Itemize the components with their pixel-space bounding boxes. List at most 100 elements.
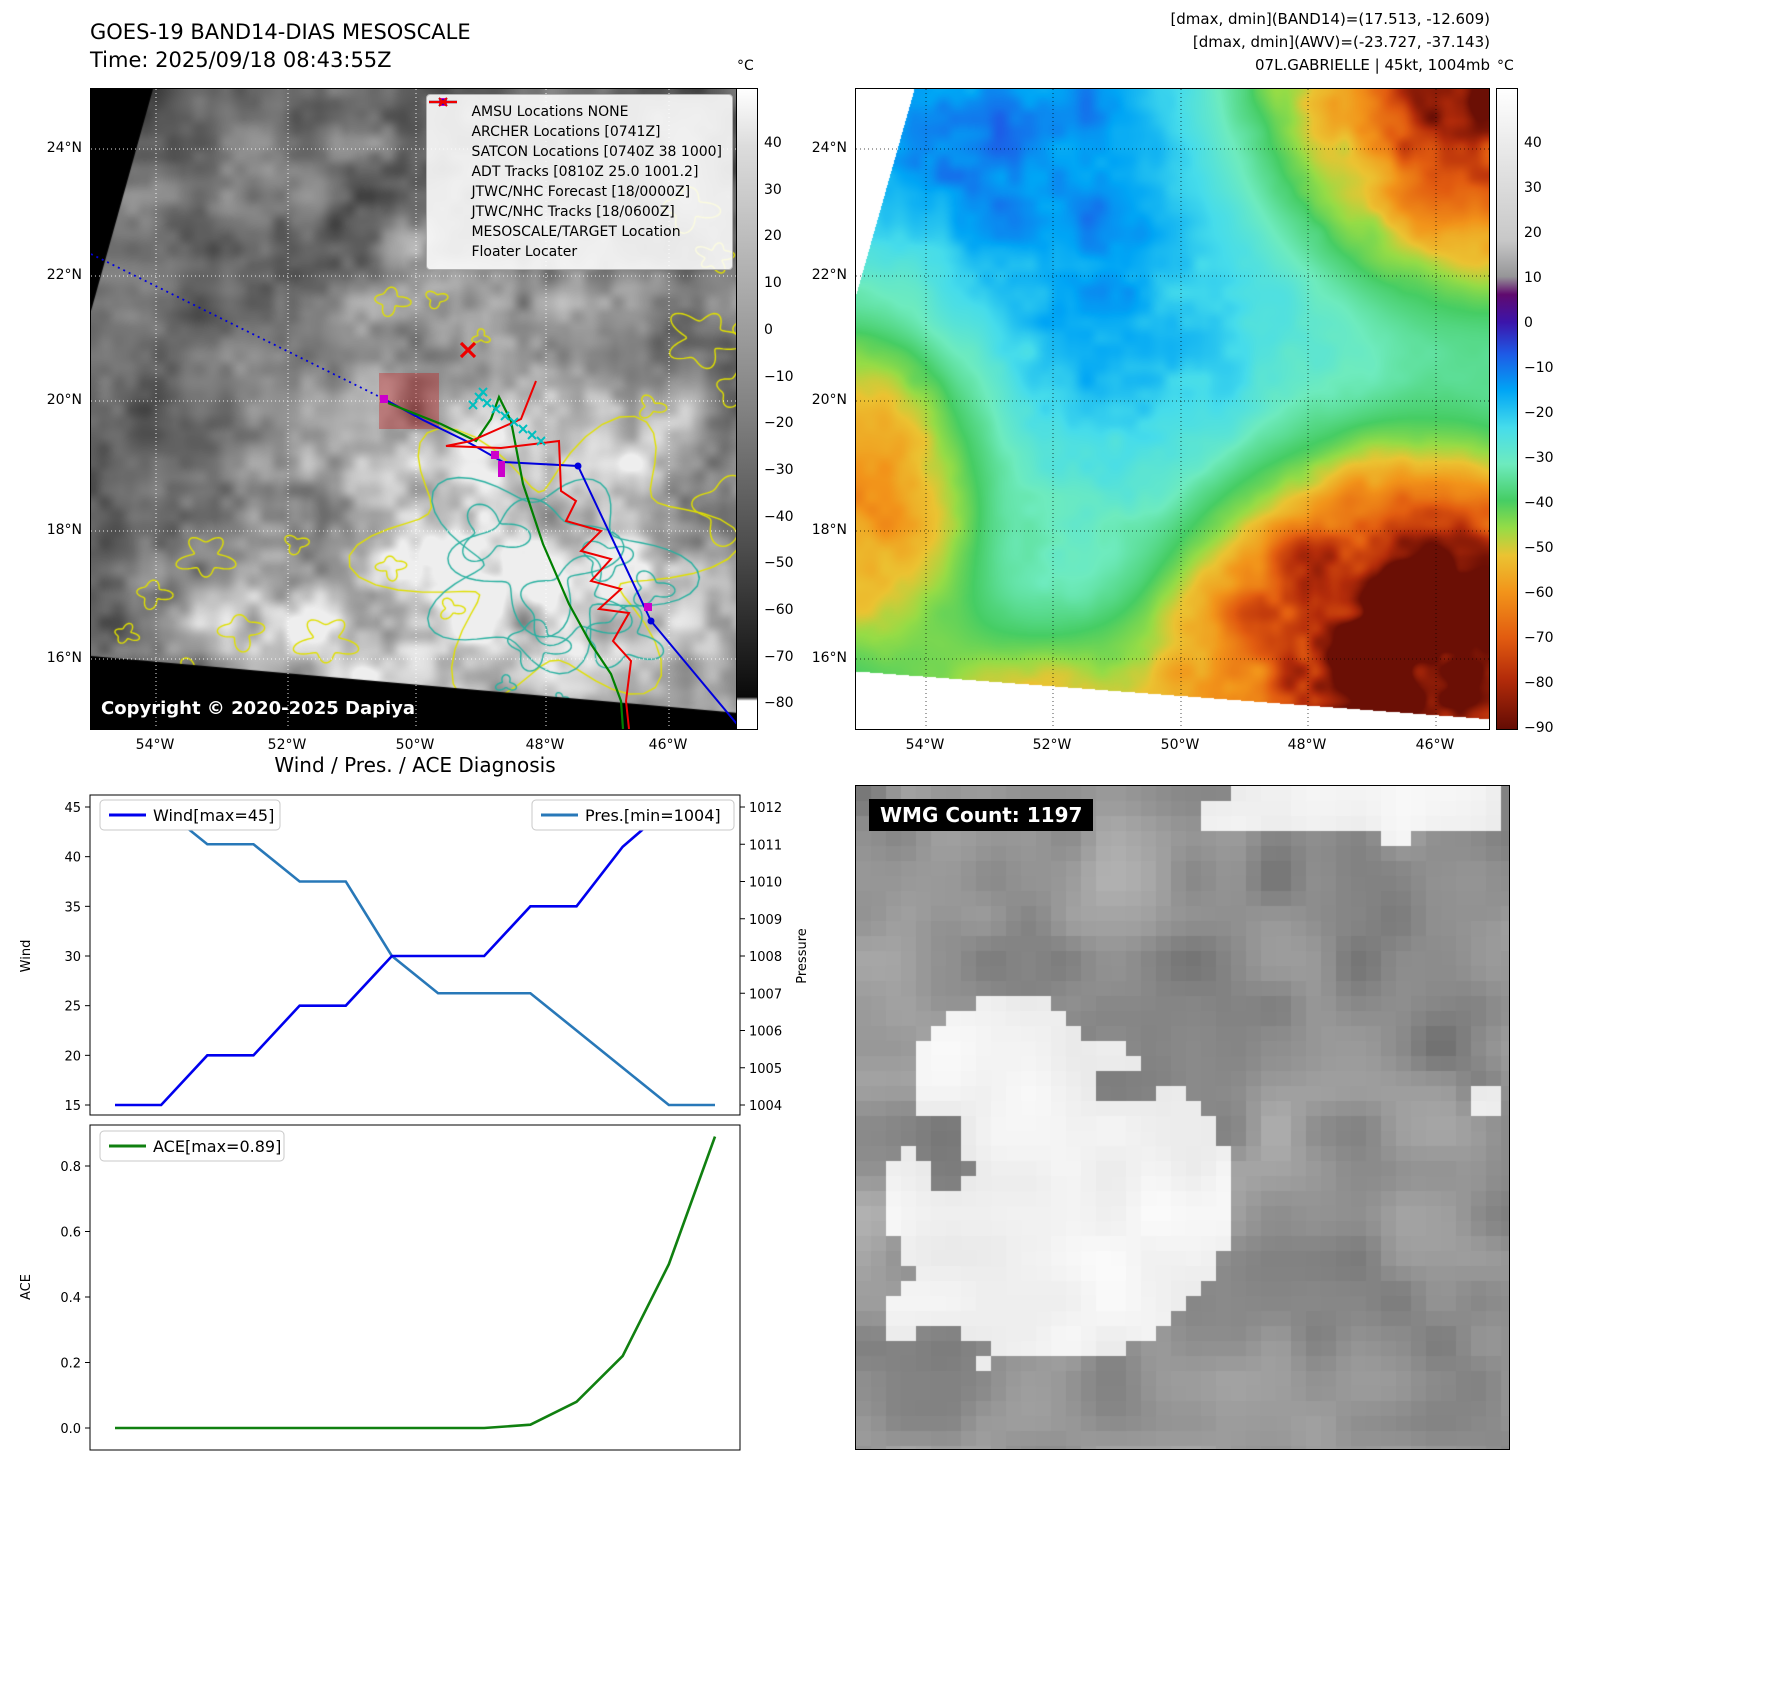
ace-line — [115, 1136, 717, 1430]
pressure-tick-label: 1005 — [749, 1062, 782, 1077]
wind-axis-label: Wind — [19, 940, 34, 973]
awv-map-panel — [855, 88, 1490, 730]
line-marker-glyph — [429, 100, 458, 104]
diagnosis-title: Wind / Pres. / ACE Diagnosis — [274, 753, 555, 777]
legend-item-mesoscale-target: MESOSCALE/TARGET Location — [433, 97, 722, 242]
band14-colorbar-tick: −10 — [764, 368, 794, 385]
archer-marker — [380, 395, 388, 403]
band14-colorbar-tick: 40 — [764, 135, 782, 151]
wind-pres-plot-frame — [89, 794, 741, 1116]
pressure-tick-label: 1009 — [749, 913, 782, 928]
wind-tick-label: 20 — [64, 1049, 81, 1064]
ace-axis-label: ACE — [19, 1274, 34, 1300]
jtwc-track-point — [647, 617, 655, 625]
awv-lat-tick-label: 24°N — [811, 140, 847, 156]
copyright-text: Copyright © 2020-2025 Dapiya — [101, 698, 416, 719]
satcon-marker — [468, 400, 478, 410]
satcon-marker — [500, 411, 510, 421]
legend-item-label: ARCHER Locations [0741Z] — [471, 124, 661, 140]
legend-item-label: AMSU Locations NONE — [471, 104, 629, 120]
wind-tick-label: 45 — [64, 801, 81, 816]
mesoscale-target-marker — [459, 341, 477, 359]
legend-item-label: Floater Locater — [471, 244, 578, 260]
awv-colorbar-tick: −50 — [1524, 540, 1554, 556]
pressure-tick-label: 1011 — [749, 838, 782, 853]
archer-marker — [644, 603, 652, 611]
pressure-legend-label: Pres.[min=1004] — [585, 806, 721, 825]
legend-item-jtwc-tracks: JTWC/NHC Tracks [18/0600Z] — [429, 99, 722, 222]
legend-item-label: SATCON Locations [0740Z 38 1000] — [471, 144, 722, 160]
satcon-marker — [509, 417, 519, 427]
awv-colorbar-tick: 30 — [1524, 180, 1542, 196]
band14-lon-tick-label: 46°W — [648, 737, 688, 753]
awv-colorbar-tick: −60 — [1524, 585, 1554, 601]
meta-awv-range: [dmax, dmin](AWV)=(-23.727, -37.143) — [1192, 33, 1490, 51]
legend-item-label: ADT Tracks [0810Z 25.0 1001.2] — [471, 164, 699, 180]
awv-colorbar-tick: −10 — [1524, 360, 1554, 376]
legend-item-satcon: SATCON Locations [0740Z 38 1000] — [433, 97, 722, 162]
ace-tick-label: 0.8 — [60, 1160, 81, 1175]
band14-legend: AMSU Locations NONE ARCHER Locations [074… — [426, 94, 733, 270]
band14-colorbar-tick: −70 — [764, 648, 794, 665]
legend-item-label: JTWC/NHC Forecast [18/0000Z] — [471, 184, 691, 200]
satcon-marker — [518, 424, 528, 434]
band14-colorbar-tick: 10 — [764, 275, 782, 292]
awv-colorbar-tick: −90 — [1524, 720, 1554, 736]
awv-colorbar-tick: −40 — [1524, 495, 1554, 511]
legend-item-floater: Floater Locater — [429, 100, 722, 262]
band14-colorbar-tick: −40 — [764, 508, 794, 525]
awv-lon-tick-label: 48°W — [1287, 737, 1327, 753]
awv-lat-tick-label: 20°N — [811, 392, 847, 408]
band14-colorbar-tick: −60 — [764, 602, 794, 618]
band14-time: Time: 2025/09/18 08:43:55Z — [90, 48, 392, 72]
awv-lon-tick-label: 46°W — [1415, 737, 1455, 753]
wind-legend-box — [99, 799, 281, 831]
band14-colorbar-unit: °C — [737, 58, 754, 74]
wmg-count-badge: WMG Count: 1197 — [869, 799, 1094, 831]
satcon-marker — [491, 404, 501, 414]
ace-plot-frame — [89, 1124, 741, 1451]
awv-lat-tick-label: 18°N — [811, 522, 847, 538]
wind-tick-label: 25 — [64, 1000, 81, 1015]
satcon-marker — [527, 430, 537, 440]
pressure-legend-box — [531, 799, 735, 831]
band14-lat-tick-label: 20°N — [46, 392, 82, 408]
pressure-axis-label: Pressure — [795, 928, 810, 984]
wmg-image — [856, 786, 1509, 1449]
band14-colorbar-tick: 30 — [764, 181, 782, 198]
awv-colorbar-tick: 0 — [1524, 315, 1533, 331]
band14-colorbar-tick: 20 — [764, 228, 782, 245]
ace-legend-label: ACE[max=0.89] — [153, 1137, 281, 1156]
pressure-tick-label: 1004 — [749, 1099, 782, 1114]
ace-tick-label: 0.4 — [60, 1291, 81, 1306]
wind-tick-label: 35 — [64, 900, 81, 915]
band14-lat-tick-label: 22°N — [46, 267, 82, 283]
band14-lat-tick-label: 24°N — [46, 140, 82, 156]
awv-colorbar-tick: −30 — [1524, 450, 1554, 466]
ace-tick-label: 0.0 — [60, 1422, 81, 1437]
band14-map-panel: AMSU Locations NONE ARCHER Locations [074… — [90, 88, 740, 730]
wind-tick-label: 30 — [64, 950, 81, 965]
awv-lon-tick-label: 50°W — [1160, 737, 1200, 753]
storm-status: 07L.GABRIELLE | 45kt, 1004mb — [1255, 56, 1490, 74]
band14-colorbar-tick: −20 — [764, 415, 794, 432]
meta-band14-range: [dmax, dmin](BAND14)=(17.513, -12.609) — [1170, 10, 1490, 28]
pressure-tick-label: 1008 — [749, 950, 782, 965]
band14-overlay — [91, 89, 739, 729]
awv-colorbar-tick: 20 — [1524, 225, 1542, 241]
band14-colorbar — [736, 88, 758, 730]
band14-lat-tick-label: 16°N — [46, 650, 82, 666]
floater-track-line — [445, 380, 633, 729]
wind-tick-label: 40 — [64, 851, 81, 866]
awv-lon-tick-label: 54°W — [905, 737, 945, 753]
wind-legend-label: Wind[max=45] — [153, 806, 274, 825]
jtwc-forecast-line — [91, 253, 385, 400]
legend-item-amsu: AMSU Locations NONE — [433, 98, 722, 122]
awv-colorbar-tick: 10 — [1524, 270, 1542, 286]
archer-marker — [491, 451, 499, 459]
wind-tick-label: 15 — [64, 1099, 81, 1114]
band14-lat-tick-label: 18°N — [46, 522, 82, 538]
awv-lat-tick-label: 22°N — [811, 267, 847, 283]
band14-lon-tick-label: 52°W — [267, 737, 307, 753]
